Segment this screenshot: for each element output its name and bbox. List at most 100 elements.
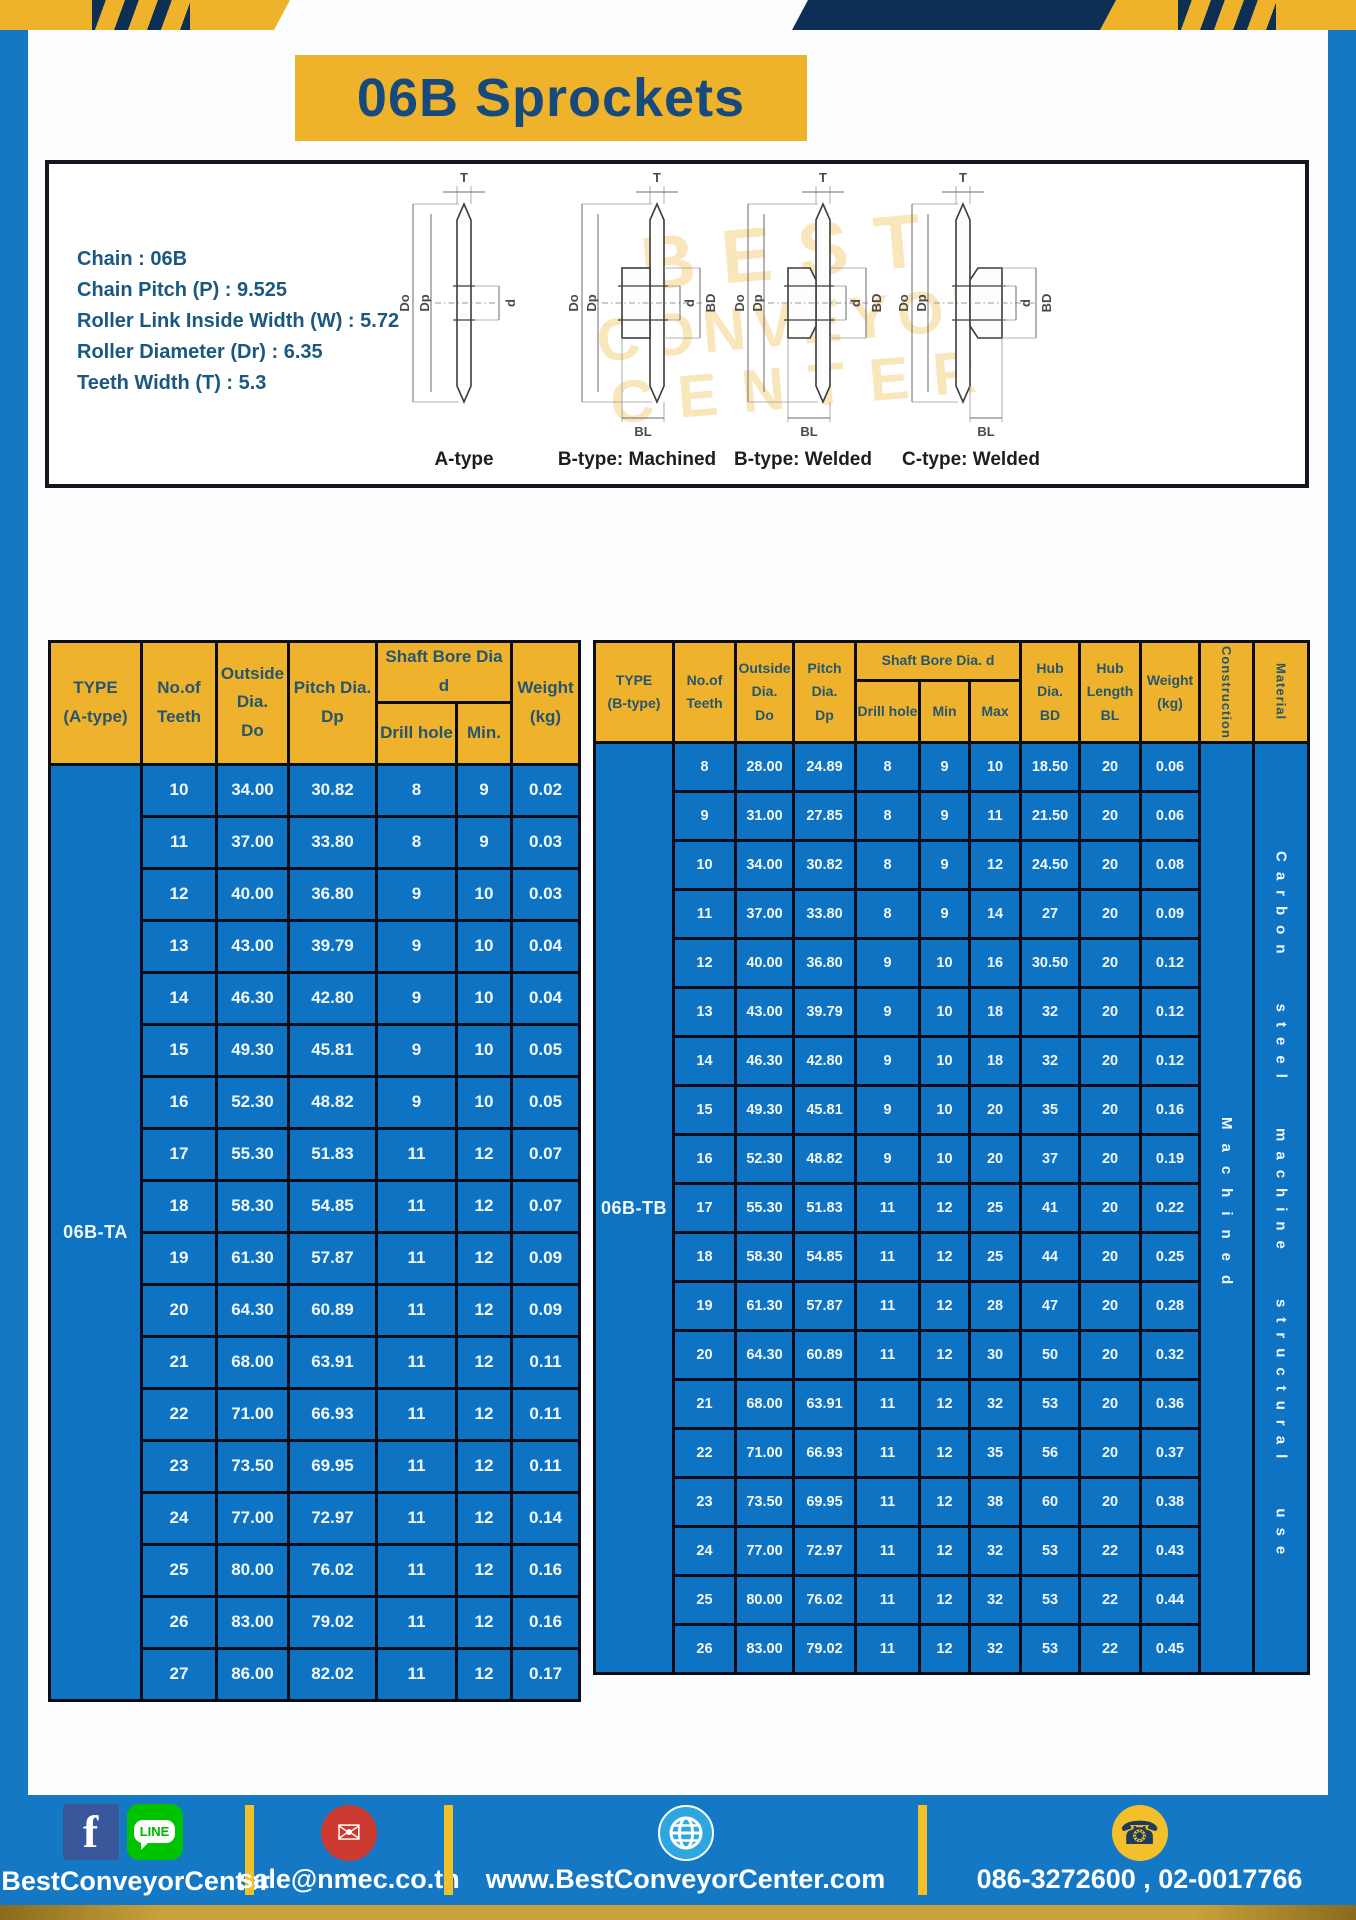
table-cell: 10 bbox=[455, 970, 513, 1026]
diagram-caption-b-welded: B-type: Welded bbox=[734, 449, 872, 470]
footer-email[interactable]: sale@nmec.co.th bbox=[238, 1864, 460, 1894]
svg-text:Do: Do bbox=[397, 294, 412, 311]
table-cell: 40.00 bbox=[734, 937, 795, 989]
table-cell: 9 bbox=[918, 790, 971, 842]
table-cell: 12 bbox=[918, 1182, 971, 1234]
table-cell: 12 bbox=[672, 937, 737, 989]
table-cell: 9 bbox=[854, 1084, 921, 1136]
globe-icon[interactable] bbox=[657, 1805, 714, 1861]
facebook-icon[interactable]: f bbox=[62, 1803, 119, 1860]
svg-text:T: T bbox=[460, 170, 468, 185]
sprocket-b-machined-drawing: T Do Dp d BD BL bbox=[566, 170, 718, 439]
table-cell: 80.00 bbox=[215, 1542, 290, 1598]
table-cell: 61.30 bbox=[734, 1280, 795, 1332]
header-shaft-bore: Shaft Bore Dia. d bbox=[853, 640, 1023, 682]
svg-text:d: d bbox=[682, 299, 697, 307]
deco-stripes-right bbox=[1178, 0, 1276, 30]
svg-text:T: T bbox=[653, 170, 661, 185]
table-cell: 72.97 bbox=[792, 1525, 857, 1577]
table-row: 22 71.00 66.93 11 12 35 56 20 0.37 bbox=[595, 1427, 1309, 1479]
table-cell: 11 bbox=[854, 1231, 921, 1283]
table-cell: 24.50 bbox=[1019, 839, 1082, 891]
footer-website[interactable]: www.BestConveyorCenter.com bbox=[485, 1864, 886, 1894]
table-cell: 58.30 bbox=[215, 1178, 290, 1234]
table-cell: 9 bbox=[375, 970, 458, 1026]
table-cell: 32 bbox=[1019, 986, 1082, 1038]
table-cell: 45.81 bbox=[287, 1022, 378, 1078]
header-shaft-bore: Shaft Bore Dia d bbox=[375, 640, 513, 704]
table-cell: 64.30 bbox=[215, 1282, 290, 1338]
diagram-caption-a-type: A-type bbox=[434, 449, 494, 470]
svg-text:Do: Do bbox=[566, 294, 581, 311]
table-cell: 10 bbox=[918, 986, 971, 1038]
table-cell: 20 bbox=[1078, 1035, 1143, 1087]
diagram-caption-b-machined: B-type: Machined bbox=[557, 449, 717, 470]
table-cell: 9 bbox=[455, 814, 513, 870]
table-cell: 11 bbox=[375, 1334, 458, 1390]
footer-social-handle[interactable]: @BestConveyorCenter bbox=[0, 1865, 270, 1896]
table-cell: 13 bbox=[140, 918, 218, 974]
table-cell: 0.05 bbox=[510, 1022, 581, 1078]
table-cell: 30.50 bbox=[1019, 937, 1082, 989]
table-cell: 11 bbox=[375, 1594, 458, 1650]
line-icon[interactable]: LINE bbox=[126, 1803, 183, 1860]
table-cell: 12 bbox=[918, 1231, 971, 1283]
table-cell: 45.81 bbox=[792, 1084, 857, 1136]
table-cell: 0.11 bbox=[510, 1386, 581, 1442]
mail-icon[interactable]: ✉ bbox=[321, 1805, 377, 1861]
table-cell: 22 bbox=[1078, 1525, 1143, 1577]
table-cell: 17 bbox=[672, 1182, 737, 1234]
table-cell: 58.30 bbox=[734, 1231, 795, 1283]
table-cell: 18.50 bbox=[1019, 741, 1082, 793]
header-min: Min. bbox=[455, 700, 513, 766]
header-hub-dia: Hub Dia. BD bbox=[1019, 640, 1082, 744]
table-cell: 0.22 bbox=[1139, 1182, 1202, 1234]
table-row: 26 83.00 79.02 11 12 32 53 22 0.45 bbox=[595, 1623, 1309, 1675]
envelope-glyph: ✉ bbox=[336, 1816, 362, 1850]
table-cell: 10 bbox=[140, 762, 218, 818]
table-row: 06B-TB 8 28.00 24.89 8 9 10 18.50 20 0.06 Machined… bbox=[593, 741, 1311, 1675]
table-cell: 37.00 bbox=[734, 888, 795, 940]
page-title-banner: 06B Sprockets bbox=[295, 55, 807, 141]
table-cell: 63.91 bbox=[287, 1334, 378, 1390]
table-cell: 35 bbox=[967, 1427, 1023, 1479]
table-cell: 77.00 bbox=[734, 1525, 795, 1577]
svg-text:Dp: Dp bbox=[750, 294, 765, 311]
table-cell: 12 bbox=[918, 1623, 971, 1675]
table-cell: 9 bbox=[375, 1022, 458, 1078]
table-cell: 9 bbox=[672, 790, 737, 842]
table-cell: 18 bbox=[672, 1231, 737, 1283]
bottom-gold-strip bbox=[0, 1905, 1356, 1920]
table-cell: 36.80 bbox=[287, 866, 378, 922]
diagram-b-type-welded: T Do Dp d BD BL B-typ bbox=[718, 170, 888, 471]
table-row: 14 46.30 42.80 9 10 18 32 20 0.12 bbox=[595, 1035, 1309, 1087]
table-cell: 35 bbox=[1019, 1084, 1082, 1136]
table-cell: 72.97 bbox=[287, 1490, 378, 1546]
table-cell: 23 bbox=[672, 1476, 737, 1528]
table-cell: 10 bbox=[918, 1133, 971, 1185]
table-cell: 15 bbox=[672, 1084, 737, 1136]
table-cell: 24 bbox=[140, 1490, 218, 1546]
table-cell: 28.00 bbox=[734, 741, 795, 793]
table-row: 11 37.00 33.80 8 9 0.03 bbox=[50, 814, 581, 870]
table-cell: 79.02 bbox=[287, 1594, 378, 1650]
table-cell: 86.00 bbox=[215, 1646, 290, 1702]
table-cell: 0.14 bbox=[510, 1490, 581, 1546]
phone-icon[interactable]: ☎ bbox=[1111, 1805, 1168, 1861]
table-cell: 10 bbox=[918, 1035, 971, 1087]
header-drill-hole: Drill hole bbox=[854, 679, 921, 744]
footer-phone-numbers[interactable]: 086-3272600 , 02-0017766 bbox=[976, 1864, 1303, 1894]
table-cell: 30.82 bbox=[792, 839, 857, 891]
table-cell: 11 bbox=[375, 1230, 458, 1286]
table-cell: 83.00 bbox=[215, 1594, 290, 1650]
table-cell: 16 bbox=[140, 1074, 218, 1130]
sprocket-b-welded-drawing: T Do Dp d BD BL bbox=[732, 170, 884, 439]
table-row: 11 37.00 33.80 8 9 14 27 20 0.09 bbox=[595, 888, 1309, 940]
table-row: 27 86.00 82.02 11 12 0.17 bbox=[50, 1646, 581, 1702]
table-cell: 43.00 bbox=[734, 986, 795, 1038]
table-cell: 0.12 bbox=[1139, 986, 1202, 1038]
page-title: 06B Sprockets bbox=[356, 68, 746, 128]
table-cell: 15 bbox=[140, 1022, 218, 1078]
table-cell: 0.06 bbox=[1139, 741, 1202, 793]
table-row: 18 58.30 54.85 11 12 25 44 20 0.25 bbox=[595, 1231, 1309, 1283]
